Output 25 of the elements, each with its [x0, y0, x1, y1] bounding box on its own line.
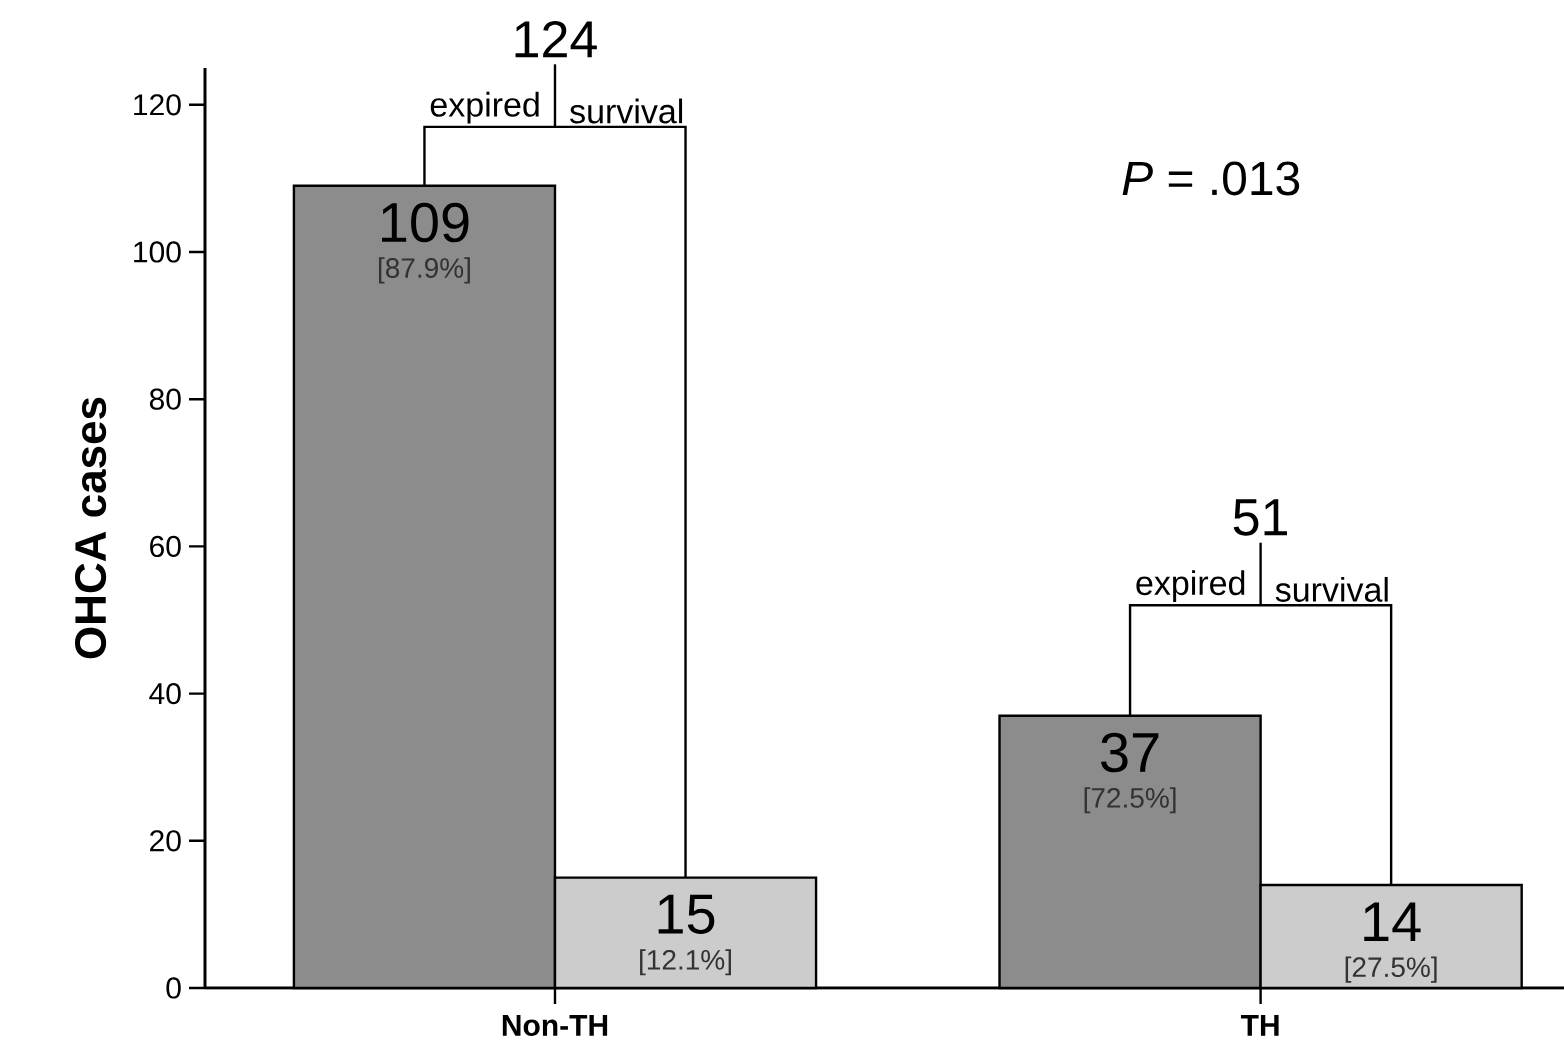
x-tick-label: TH: [1240, 1015, 1279, 1036]
text: 124: [515, 20, 597, 58]
x-tick-label: Non-TH: [502, 1015, 608, 1036]
y-tick-label: 80: [149, 388, 181, 410]
data-label: 109: [382, 202, 469, 243]
data-label: 37: [1101, 732, 1159, 773]
text: expired: [1136, 570, 1245, 602]
y-tick-label: 0: [166, 977, 181, 999]
annotation: P = .013: [1122, 161, 1300, 196]
annotation: [87.9%]: [378, 257, 470, 284]
legend-label: survival: [1275, 576, 1388, 602]
y-tick-label: 20: [150, 830, 181, 852]
series-label: expired: [430, 91, 539, 124]
y-tick-label: 100: [134, 241, 181, 263]
y-tick-label: 60: [150, 535, 181, 558]
y-tick-label: 120: [134, 94, 181, 116]
annotation: [72.5%]: [1084, 787, 1176, 814]
y-tick-label: 40: [149, 682, 181, 705]
annotation: [12.1%]: [640, 949, 731, 976]
data-label: 15: [658, 894, 715, 934]
annotation: [27.5%]: [1345, 956, 1437, 983]
y-axis-title: OHCA cases: [74, 397, 107, 659]
data-label: 14: [1364, 902, 1421, 942]
annotation: 51: [1233, 499, 1287, 536]
text: survival: [570, 98, 683, 124]
